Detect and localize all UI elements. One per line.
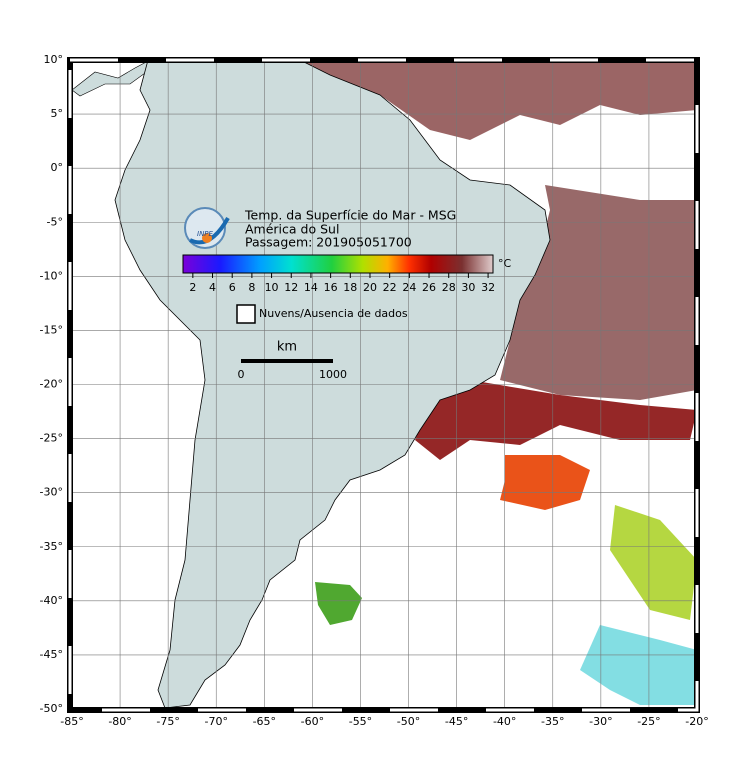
- lat-label: -40°: [40, 594, 63, 607]
- lat-label: 10°: [44, 53, 64, 66]
- lat-label: -45°: [40, 648, 63, 661]
- lon-label: -75°: [156, 715, 179, 728]
- scale-label: 0: [238, 368, 245, 381]
- colorbar-tick-label: 28: [442, 281, 456, 294]
- lon-label: -85°: [60, 715, 83, 728]
- lon-label: -70°: [204, 715, 227, 728]
- lat-label: -50°: [40, 702, 63, 715]
- colorbar-tick-label: 30: [461, 281, 475, 294]
- lat-label: -20°: [40, 378, 63, 391]
- frame-dashes: [68, 58, 699, 712]
- colorbar-tick-label: 22: [383, 281, 397, 294]
- colorbar: [182, 254, 494, 274]
- lon-label: -30°: [589, 715, 612, 728]
- logo: INPE: [184, 207, 230, 249]
- lon-label: -60°: [301, 715, 324, 728]
- colorbar-tick-label: 18: [343, 281, 357, 294]
- colorbar-tick-label: 12: [284, 281, 298, 294]
- colorbar-tick-label: 4: [209, 281, 216, 294]
- colorbar-unit: °C: [498, 257, 512, 270]
- lat-label: -10°: [40, 269, 63, 282]
- sst-patches: [300, 60, 697, 705]
- lon-label: -55°: [349, 715, 372, 728]
- lon-label: -35°: [541, 715, 564, 728]
- scale-bar: [241, 359, 333, 363]
- lon-label: -50°: [397, 715, 420, 728]
- logo-text: INPE: [197, 230, 214, 238]
- colorbar-tick-label: 10: [265, 281, 279, 294]
- lat-label: -30°: [40, 486, 63, 499]
- lon-label: -20°: [685, 715, 708, 728]
- lon-label: -25°: [637, 715, 660, 728]
- colorbar-tick-label: 16: [324, 281, 338, 294]
- colorbar-tick-label: 20: [363, 281, 377, 294]
- colorbar-tick-label: 26: [422, 281, 436, 294]
- lon-label: -65°: [253, 715, 276, 728]
- colorbar-tick-label: 32: [481, 281, 495, 294]
- lat-label: 5°: [51, 107, 64, 120]
- legend-swatch: [236, 304, 256, 324]
- colorbar-tick-label: 8: [248, 281, 255, 294]
- scale-unit: km: [277, 340, 297, 355]
- lat-label: 0°: [51, 161, 64, 174]
- pass-time: Passagem: 201905051700: [245, 235, 412, 250]
- subtitle: América do Sul: [245, 222, 339, 237]
- lat-label: -15°: [40, 323, 63, 336]
- scale-label: 1000: [319, 368, 347, 381]
- lat-label: -35°: [40, 540, 63, 553]
- lat-label: -5°: [47, 215, 63, 228]
- colorbar-tick-label: 24: [402, 281, 416, 294]
- title: Temp. da Superfície do Mar - MSG: [244, 208, 456, 223]
- colorbar-tick-label: 2: [189, 281, 196, 294]
- lon-label: -40°: [493, 715, 516, 728]
- lon-label: -80°: [108, 715, 131, 728]
- lat-label: -25°: [40, 432, 63, 445]
- colorbar-tick-label: 6: [229, 281, 236, 294]
- lon-label: -45°: [445, 715, 468, 728]
- legend-label: Nuvens/Ausencia de dados: [259, 307, 408, 320]
- map-area: [71, 60, 697, 710]
- colorbar-tick-label: 14: [304, 281, 318, 294]
